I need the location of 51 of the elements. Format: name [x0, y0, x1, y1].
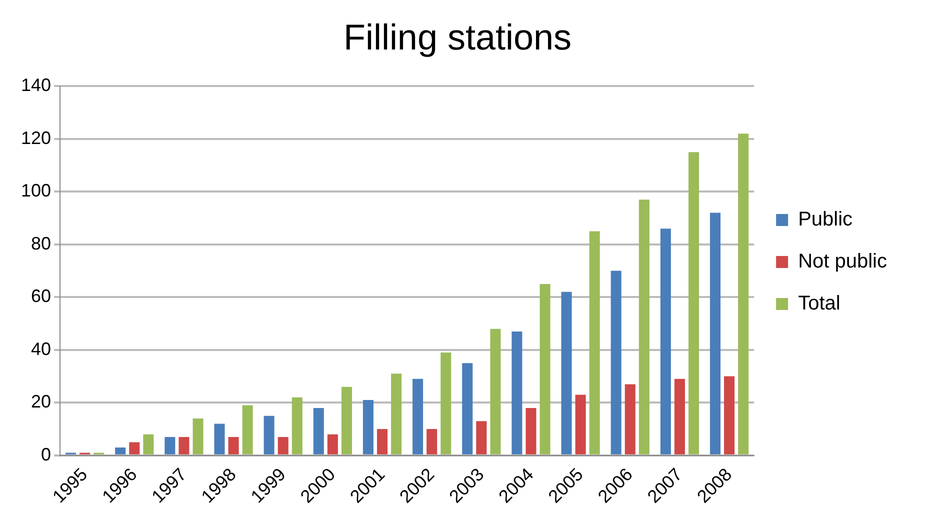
bar [143, 434, 154, 454]
bar [313, 408, 324, 454]
bar [462, 363, 473, 454]
bar [327, 434, 338, 454]
bar [526, 408, 536, 454]
legend-label: Public [798, 208, 853, 231]
bar [129, 442, 140, 454]
legend-label: Total [798, 292, 840, 315]
bar [440, 352, 452, 454]
bar [638, 200, 650, 454]
bar [278, 436, 288, 454]
y-tick-label: 140 [20, 75, 52, 96]
bar [426, 429, 438, 454]
bar [660, 228, 671, 454]
bar [391, 374, 402, 454]
y-tick-label: 120 [20, 128, 52, 148]
bar [738, 134, 749, 454]
y-tick-label: 40 [31, 338, 52, 359]
chart-title: Filling stations [343, 16, 572, 58]
bar [561, 292, 572, 454]
bar [362, 400, 374, 454]
bar [512, 331, 522, 454]
bar [610, 270, 622, 454]
bar [724, 376, 735, 454]
bar [589, 231, 600, 454]
bar [341, 386, 352, 454]
legend-label: Not public [798, 250, 887, 273]
bar [214, 424, 225, 454]
bar [192, 418, 204, 454]
y-tick-label: 20 [31, 392, 52, 412]
y-tick-label: 100 [20, 180, 52, 201]
y-tick-label: 0 [41, 444, 52, 464]
bar [710, 212, 720, 454]
bar [540, 284, 550, 454]
bar [115, 448, 126, 454]
bar [490, 328, 501, 454]
bar [476, 421, 487, 454]
bar [164, 436, 176, 454]
y-tick-label: 60 [31, 286, 52, 306]
bar [228, 436, 239, 454]
bar [264, 416, 274, 454]
bar [292, 397, 302, 454]
bar [178, 436, 190, 454]
bar [688, 152, 700, 454]
bar [624, 384, 636, 454]
bar [376, 429, 388, 454]
bar [412, 378, 424, 454]
bar [242, 405, 253, 454]
bar [674, 378, 685, 454]
y-tick-label: 80 [31, 233, 52, 254]
bar [575, 394, 586, 454]
